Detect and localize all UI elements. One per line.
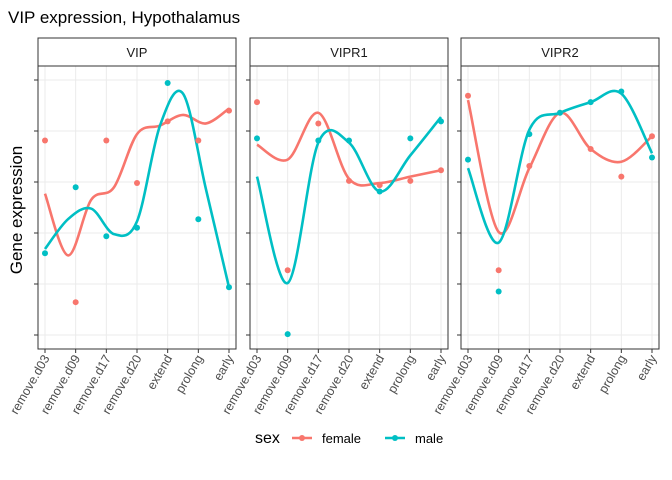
legend-title: sex [255,430,280,447]
point-male-prolong [618,88,625,95]
point-male-remove.d20 [346,137,352,144]
strip-label: VIP [127,45,148,60]
strip [249,37,449,67]
point-male-remove.d17 [526,131,533,138]
panel-vipr1: VIPR1remove.d03remove.d09remove.d17remov… [219,37,449,417]
point-female-prolong [618,173,625,180]
point-female-remove.d03 [42,137,48,144]
point-female-remove.d17 [103,137,110,144]
point-female-remove.d17 [315,120,322,127]
legend-label: male [415,431,443,446]
x-tick-label: prolong [596,352,629,395]
strip-label: VIPR1 [330,45,368,60]
point-male-early [649,154,655,161]
point-female-early [649,133,655,140]
point-female-early [438,167,444,174]
point-male-prolong [195,216,202,223]
x-tick-label: extend [356,352,387,392]
point-female-remove.d17 [526,163,533,170]
point-male-remove.d17 [103,233,110,240]
point-female-prolong [407,177,414,184]
gridlines [457,66,659,349]
point-female-prolong [195,137,202,144]
x-tick-label: early [211,352,237,383]
point-male-remove.d09 [72,184,79,191]
point-male-remove.d03 [465,156,471,163]
legend-entry-female: female [292,431,361,446]
point-female-remove.d09 [495,267,502,274]
point-male-remove.d20 [557,109,563,116]
point-female-early [226,107,232,114]
point-male-prolong [407,135,414,142]
point-female-remove.d20 [134,180,140,187]
point-male-early [226,284,232,291]
x-tick-label: early [634,352,660,383]
panels: VIPremove.d03remove.d09remove.d17remove.… [7,37,660,417]
smooth-line-male [255,116,443,285]
smooth-line-female [466,99,653,235]
x-tick-label: extend [144,352,175,392]
legend-entry-male: male [385,431,443,446]
x-tick-label: extend [567,352,598,392]
point-female-remove.d09 [72,299,79,306]
point-female-remove.d20 [346,177,352,184]
point-male-early [438,118,444,125]
point-male-remove.d03 [254,135,260,142]
point-female-extend [587,145,594,152]
x-tick-label: early [423,352,449,383]
point-female-remove.d03 [465,92,471,99]
smooth-line-male [43,89,231,288]
point-male-remove.d09 [495,288,502,295]
point-male-remove.d09 [284,331,291,338]
chart-title: VIP expression, Hypothalamus [8,8,240,27]
point-male-remove.d17 [315,137,322,144]
point-male-extend [587,99,594,106]
legend-key-point [392,435,398,441]
legend: sex female male [255,430,443,447]
x-tick-label: prolong [385,352,418,395]
point-female-extend [164,118,171,125]
x-tick-label: prolong [173,352,206,395]
point-male-remove.d20 [134,224,140,231]
point-female-extend [376,182,383,189]
point-female-remove.d03 [254,99,260,106]
strip [37,37,237,67]
legend-label: female [322,431,361,446]
point-female-remove.d09 [284,267,291,274]
point-male-extend [164,80,171,87]
strip [460,37,660,67]
smooth-line-female [43,107,230,257]
panel-vipr2: VIPR2remove.d03remove.d09remove.d17remov… [430,37,660,417]
y-axis-title: Gene expression [7,146,26,275]
point-male-remove.d03 [42,250,48,257]
strip-label: VIPR2 [541,45,579,60]
point-male-extend [376,188,383,195]
panel-vip: VIPremove.d03remove.d09remove.d17remove.… [7,37,237,417]
legend-key-point [299,435,305,441]
